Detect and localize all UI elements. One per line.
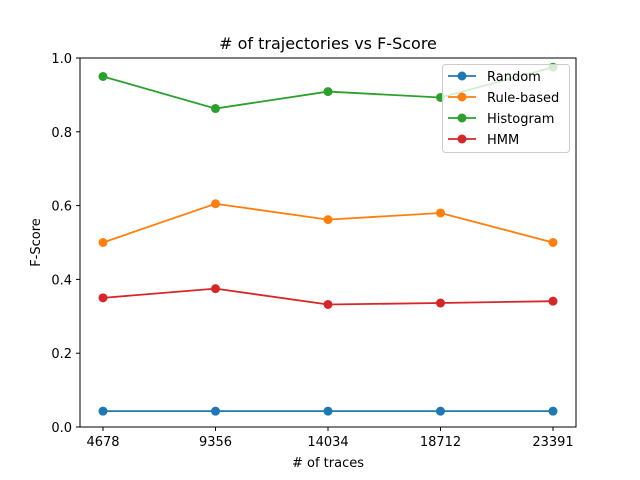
data-point	[98, 293, 108, 303]
y-tick-label: 0.6	[51, 200, 72, 215]
series-random	[98, 406, 558, 416]
legend-label: Histogram	[487, 112, 554, 127]
legend-marker	[457, 71, 467, 81]
x-axis-title: # of traces	[292, 456, 364, 471]
legend-item: Random	[448, 70, 541, 85]
y-tick-label: 1.0	[51, 52, 72, 67]
y-axis-title: F-Score	[29, 218, 44, 267]
x-tick-label: 4678	[86, 435, 119, 450]
data-point	[211, 104, 220, 114]
legend-box	[442, 64, 570, 153]
data-point	[211, 284, 220, 294]
data-point	[323, 87, 333, 97]
legend-item: HMM	[448, 133, 519, 148]
series-rule-based	[98, 199, 558, 247]
data-point	[211, 199, 220, 209]
data-point	[548, 296, 558, 306]
x-tick-label: 18712	[420, 435, 461, 450]
data-point	[98, 71, 108, 81]
y-tick-label: 0.8	[51, 126, 72, 141]
legend-marker	[457, 113, 467, 123]
x-tick-label: 23391	[532, 435, 573, 450]
y-tick-label: 0.2	[51, 347, 72, 362]
data-point	[323, 406, 333, 416]
data-point	[323, 215, 333, 225]
data-point	[548, 238, 558, 247]
data-point	[211, 406, 220, 416]
legend-label: HMM	[487, 133, 519, 148]
data-point	[548, 406, 558, 416]
x-tick-label: 9356	[199, 435, 232, 450]
data-point	[436, 208, 445, 218]
data-point	[323, 299, 333, 309]
legend-item: Histogram	[448, 112, 554, 127]
y-axis: 0.0 0.2 0.4 0.6 0.8 1.0	[51, 52, 80, 436]
y-tick-label: 0.4	[51, 273, 72, 288]
chart-title: # of trajectories vs F-Score	[219, 34, 437, 53]
legend-marker	[457, 134, 467, 144]
x-tick-label: 14034	[307, 435, 348, 450]
data-point	[98, 406, 108, 416]
legend-label: Rule-based	[487, 91, 559, 106]
series-layer	[98, 62, 558, 416]
x-axis: 4678 9356 14034 18712 23391	[86, 427, 574, 450]
data-point	[436, 298, 445, 308]
series-hmm	[98, 284, 558, 309]
data-point	[436, 406, 445, 416]
y-tick-label: 0.0	[51, 421, 72, 436]
legend-label: Random	[487, 70, 541, 85]
legend-item: Rule-based	[448, 91, 559, 106]
data-point	[98, 238, 108, 247]
legend: Random Rule-based Histogram HMM	[442, 64, 570, 153]
legend-marker	[457, 92, 467, 102]
